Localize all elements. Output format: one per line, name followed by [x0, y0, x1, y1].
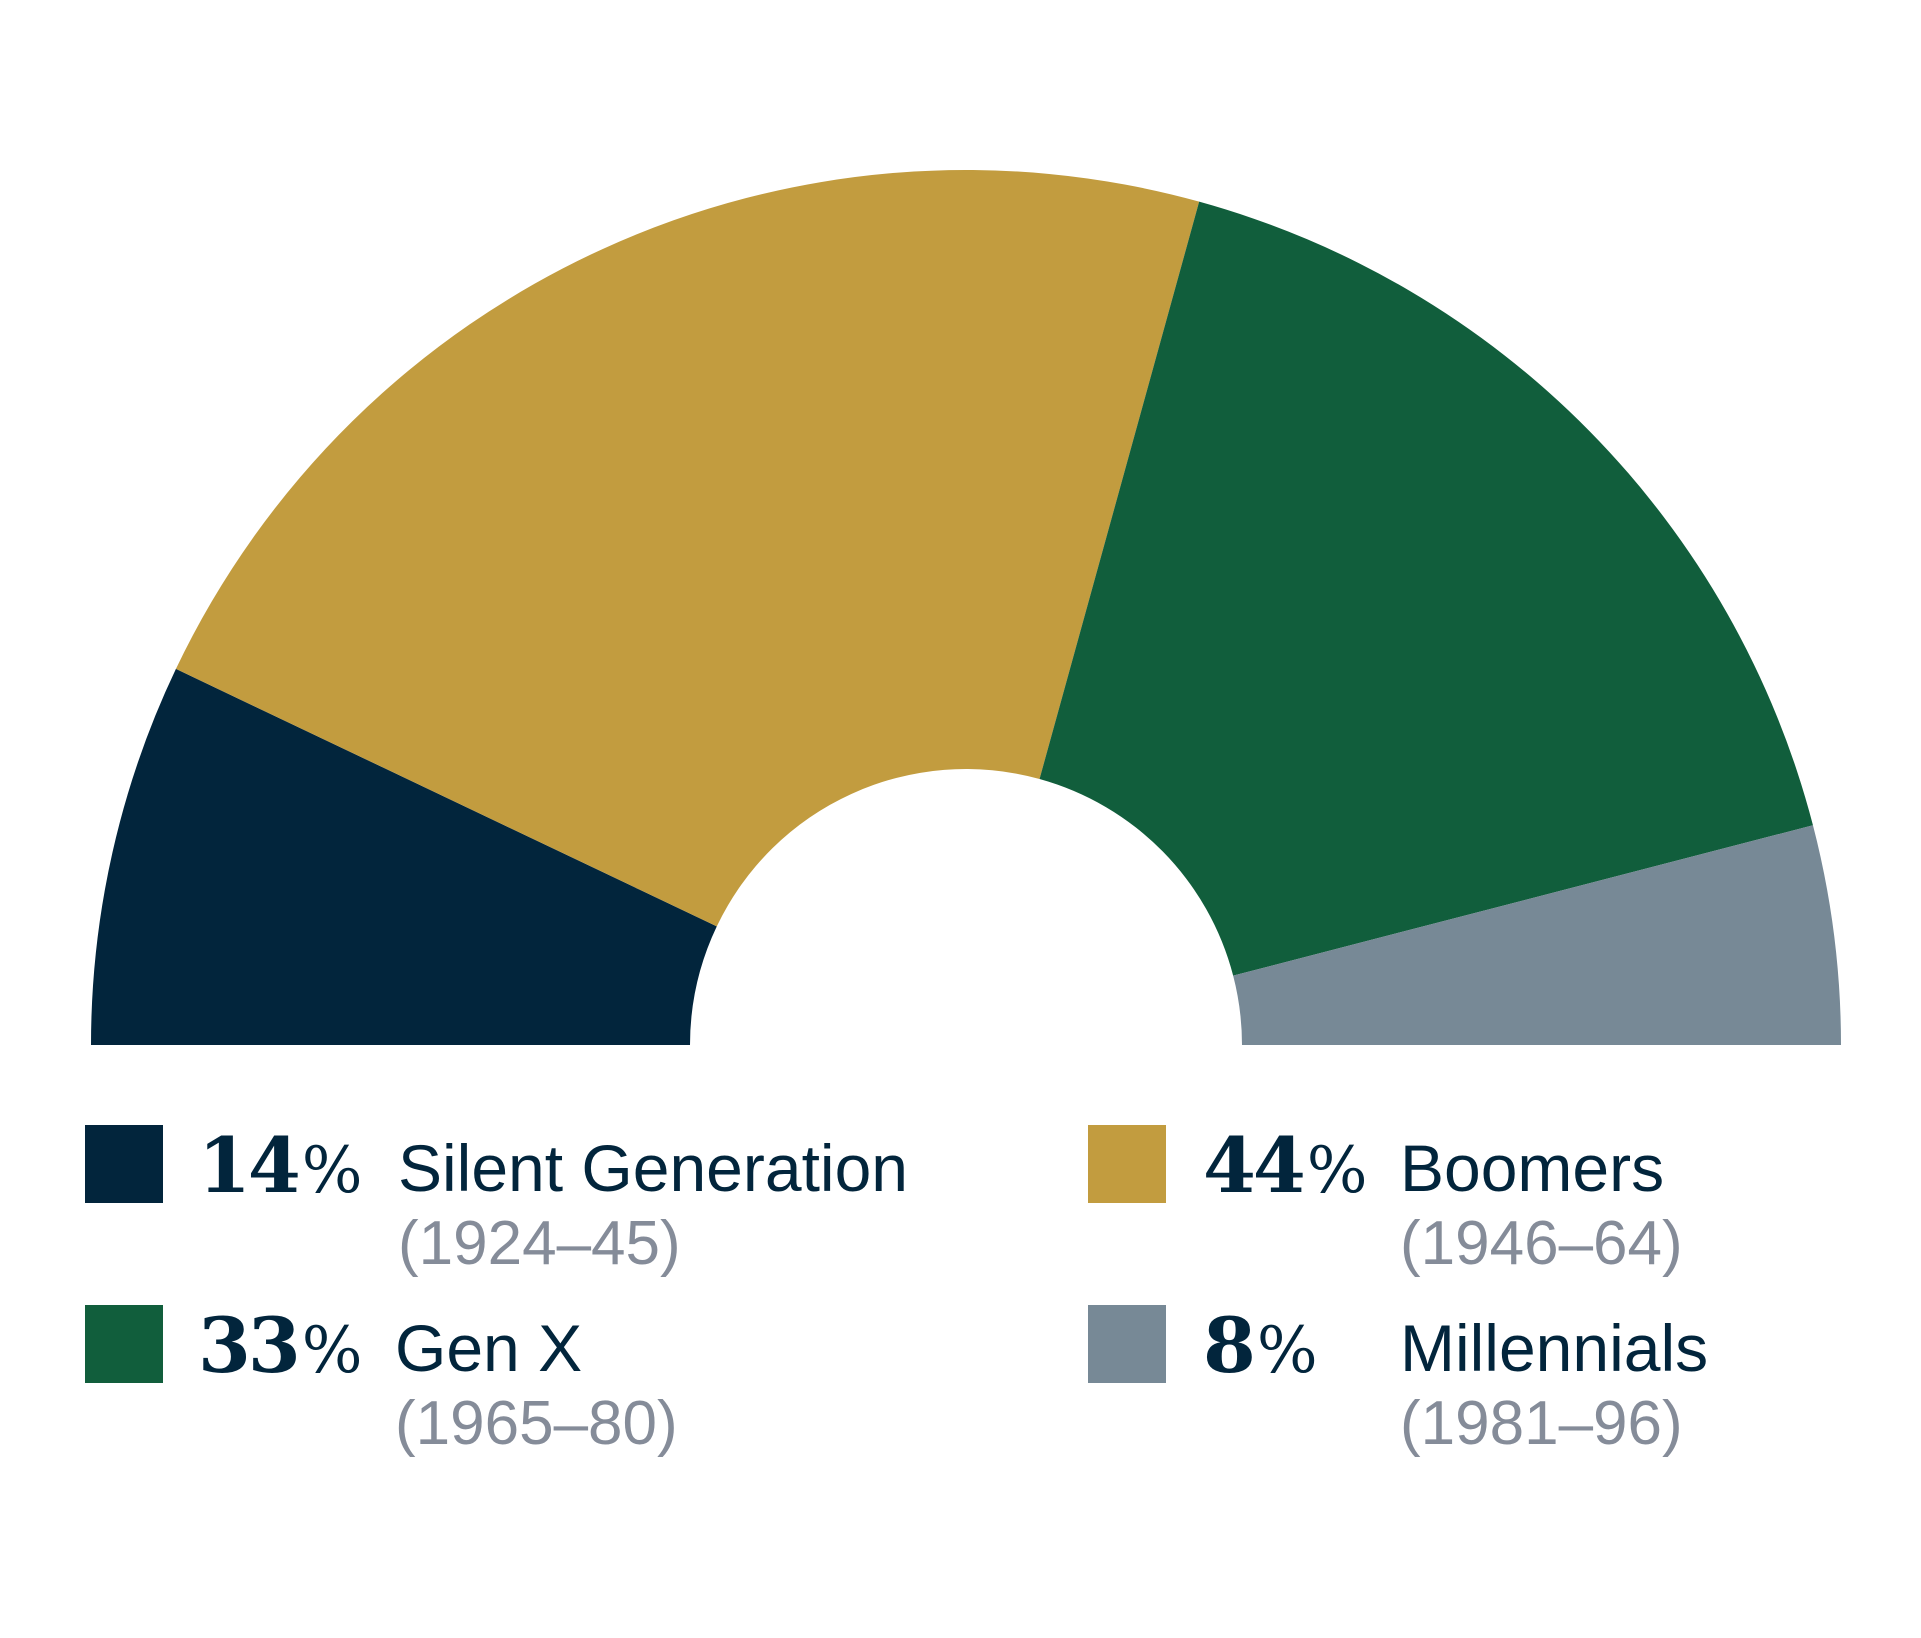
legend-pct-value: 14: [198, 1121, 301, 1210]
legend-years-boomers: (1946–64): [1400, 1209, 1683, 1278]
legend-swatch-gen-x: [85, 1305, 163, 1383]
legend-pct-silent-generation: 14%: [198, 1128, 363, 1204]
legend-years-silent-generation: (1924–45): [398, 1209, 681, 1278]
legend-years-millennials: (1981–96): [1400, 1389, 1683, 1458]
legend-pct-value: 44: [1203, 1121, 1306, 1210]
legend-pct-sign: %: [301, 1314, 363, 1388]
legend-swatch-millennials: [1088, 1305, 1166, 1383]
legend-pct-value: 8: [1203, 1301, 1256, 1390]
legend-pct-sign: %: [1306, 1134, 1368, 1208]
legend-pct-millennials: 8%: [1203, 1308, 1318, 1384]
chart-slices: [91, 170, 1841, 1045]
legend-pct-value: 33: [198, 1301, 301, 1390]
legend-name-millennials: Millennials: [1400, 1311, 1709, 1385]
legend-pct-sign: %: [301, 1134, 363, 1208]
slice-millennials: [1233, 825, 1841, 1045]
legend-years-gen-x: (1965–80): [395, 1389, 678, 1458]
slice-gen-x: [1039, 201, 1813, 976]
legend-name-gen-x: Gen X: [395, 1311, 583, 1385]
legend-swatch-boomers: [1088, 1125, 1166, 1203]
slice-boomers: [175, 170, 1200, 927]
legend-swatch-silent-generation: [85, 1125, 163, 1203]
legend-pct-gen-x: 33%: [198, 1308, 363, 1384]
legend-pct-boomers: 44%: [1203, 1128, 1368, 1204]
semicircle-donut-chart: [91, 170, 1841, 1045]
legend-name-silent-generation: Silent Generation: [398, 1131, 908, 1205]
legend-name-boomers: Boomers: [1400, 1131, 1665, 1205]
slice-silent-generation: [91, 668, 717, 1045]
legend-pct-sign: %: [1256, 1314, 1318, 1388]
